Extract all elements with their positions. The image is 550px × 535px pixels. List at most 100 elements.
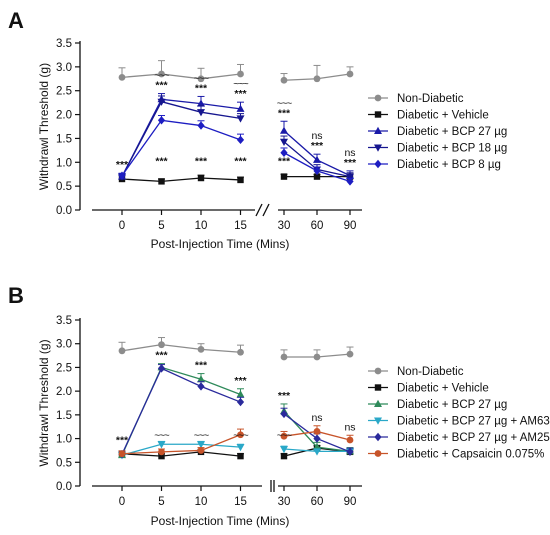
data-point [313,428,321,435]
data-point [236,444,245,452]
data-point [313,75,321,83]
legend-label: Diabetic + BCP 27 µg + AM63 [397,416,550,428]
data-point [236,104,245,112]
data-point [236,390,245,398]
data-point [197,447,205,454]
legend-entry: Diabetic + Vehicle [368,110,489,122]
data-point [280,148,288,157]
legend-label: Non-Diabetic [397,366,464,378]
significance-annotation: *** [278,390,291,402]
data-point [197,441,205,449]
data-point [158,448,165,456]
y-tick-label: 3.0 [56,339,72,351]
data-point [157,116,166,125]
data-point [157,364,166,373]
significance-annotation: *** [311,140,324,152]
series-4 [118,364,354,459]
data-point [237,176,244,184]
data-point [346,70,354,78]
y-tick-label: 2.5 [56,86,72,98]
data-point [313,166,321,176]
significance-annotation: ns [311,130,322,142]
y-tick-label: 0.0 [56,205,72,217]
significance-annotation: *** [155,350,168,362]
legend-label: Diabetic + BCP 27 µg [397,126,507,138]
y-tick-label: 0.5 [56,457,72,469]
data-point [158,341,165,349]
data-point [280,353,288,361]
data-point [346,447,354,457]
data-point [313,155,321,163]
x-tick-label: 0 [119,496,125,508]
x-tick-label: 90 [344,496,357,508]
y-tick-label: 1.0 [56,157,72,169]
x-axis-label: Post-Injection Time (Mins) [151,237,290,251]
x-tick-label: 15 [234,496,247,508]
data-point [158,178,165,185]
significance-annotation: *** [234,88,247,100]
legend-entry: Diabetic + Capsaicin 0.075% [368,449,544,461]
y-tick-label: 1.0 [56,434,72,446]
significance-annotation: *** [195,156,208,168]
panel-label: A [8,8,24,33]
significance-annotation: ns [344,147,355,159]
legend-entry: Diabetic + BCP 8 µg [368,159,501,171]
series-0 [118,337,354,361]
significance-annotation: *** [278,107,291,119]
significance-annotation: *** [155,156,168,168]
legend-entry: Diabetic + BCP 27 µg + AM251 [368,432,550,444]
data-point [237,348,244,356]
y-tick-label: 3.0 [56,62,72,74]
significance-annotation: *** [234,156,247,168]
x-tick-label: 90 [344,220,357,232]
data-point [346,177,354,186]
legend-marker [374,159,382,169]
legend-marker [374,111,382,118]
legend-entry: Diabetic + Vehicle [368,383,489,395]
x-tick-label: 10 [195,496,208,508]
series-3 [118,440,354,460]
significance-annotation: ~~~ [277,98,293,109]
series-line [121,443,241,456]
legend-label: Diabetic + BCP 27 µg [397,399,507,411]
series-line [121,100,241,177]
x-tick-label: 15 [234,220,247,232]
y-tick-label: 3.5 [56,38,72,50]
data-point [280,138,288,146]
data-point [118,171,126,180]
legend-marker [374,432,382,442]
legend-marker [374,367,382,375]
x-tick-label: 10 [195,220,208,232]
data-point [197,99,205,107]
significance-annotation: ~~~ [154,71,170,82]
series-line [121,344,241,353]
legend-label: Diabetic + BCP 8 µg [397,159,501,171]
data-point [280,126,288,134]
series-line [121,367,241,455]
y-tick-label: 2.5 [56,362,72,374]
data-point [237,70,244,78]
data-point [197,346,205,353]
series-4 [118,115,354,186]
data-point [280,432,288,440]
y-tick-label: 0.5 [56,181,72,193]
data-point [280,452,288,460]
legend-label: Diabetic + BCP 18 µg [397,143,507,155]
series-line [121,451,241,457]
legend-label: Diabetic + Capsaicin 0.075% [397,449,544,461]
legend-marker [374,399,382,407]
data-point [236,135,245,145]
legend-label: Diabetic + Vehicle [397,383,489,395]
data-point [346,436,354,444]
series-0 [118,60,354,84]
data-point [197,174,205,182]
data-point [313,434,321,443]
x-tick-label: 30 [278,220,291,232]
chart-panel-a: A 0.0 0.5 1.0 1.5 2.0 2.5 3.0 3.5 Withdrawl Thres… [8,8,507,251]
x-tick-label: 5 [158,496,164,508]
significance-annotation: *** [116,434,129,446]
significance-annotation: ~~~ [233,431,249,442]
series-1 [118,173,354,185]
legend-label: Diabetic + BCP 27 µg + AM251 [397,432,550,444]
